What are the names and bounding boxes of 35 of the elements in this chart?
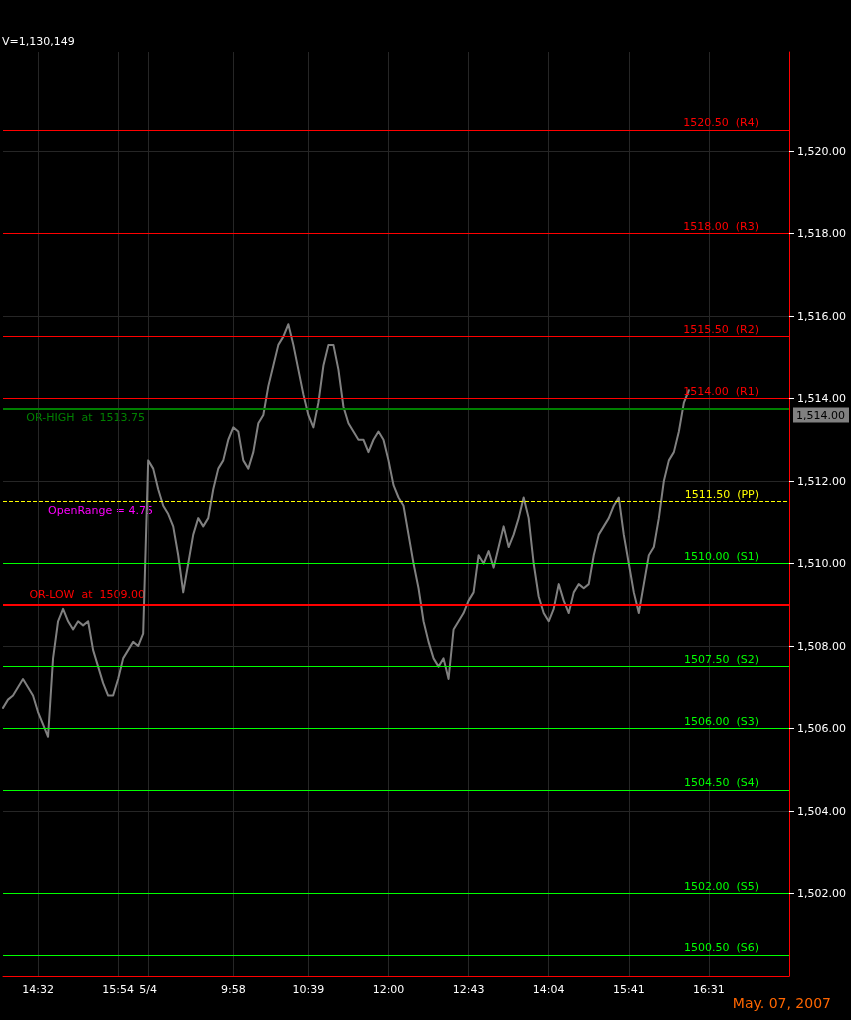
ref-line-label: 1502.00 (S5) bbox=[683, 879, 759, 893]
x-tick-label: 15:54 bbox=[102, 983, 134, 996]
ref-line-label: 1506.00 (S3) bbox=[683, 714, 759, 728]
ref-line-label: 1510.00 (S1) bbox=[683, 549, 759, 563]
y-tick-label: 1,506.00 bbox=[797, 722, 846, 735]
annotation: OR-HIGH at 1513.75 bbox=[26, 410, 145, 424]
y-tick-label: 1,518.00 bbox=[797, 227, 846, 240]
x-tick-label: 12:43 bbox=[452, 983, 485, 996]
ref-line-label: 1515.50 (R2) bbox=[683, 322, 759, 336]
ref-line-label: 1520.50 (R4) bbox=[683, 116, 759, 130]
ref-line-label: 1507.50 (S2) bbox=[683, 652, 759, 666]
y-tick-label: 1,502.00 bbox=[797, 887, 846, 900]
ref-line-label: 1500.50 (S6) bbox=[683, 941, 759, 955]
x-tick-label: 16:31 bbox=[693, 983, 725, 996]
y-tick-label: 1,510.00 bbox=[797, 557, 846, 570]
ref-line-label: 1504.50 (S4) bbox=[683, 776, 759, 790]
x-tick-label: 5/4 bbox=[139, 983, 158, 996]
text: May. 07, 2007 bbox=[732, 995, 832, 1011]
ref-line-label: 1514.00 (R1) bbox=[683, 384, 759, 398]
x-tick-label: 15:41 bbox=[612, 983, 645, 996]
y-tick-label: 1,508.00 bbox=[797, 639, 846, 653]
x-tick-label: 14:04 bbox=[532, 983, 565, 996]
x-tick-label: 14:32 bbox=[22, 983, 54, 996]
x-tick-label: 10:39 bbox=[292, 983, 325, 996]
text: V=1,130,149 bbox=[2, 35, 75, 48]
ref-line-label: 1511.50 (PP) bbox=[684, 487, 759, 501]
y-tick-label: 1,512.00 bbox=[797, 474, 846, 488]
x-tick-label: 12:00 bbox=[372, 983, 405, 996]
y-tick-label: 1,504.00 bbox=[797, 804, 846, 818]
annotation: OR-LOW at 1509.00 bbox=[29, 587, 145, 601]
y-tick-label: 1,514.00 bbox=[797, 392, 846, 405]
y-tick-label: 1,520.00 bbox=[797, 144, 846, 158]
x-tick-label: 9:58 bbox=[220, 983, 246, 996]
ref-line-label: 1518.00 (R3) bbox=[683, 219, 759, 233]
y-tick-label: 1,516.00 bbox=[797, 309, 846, 323]
